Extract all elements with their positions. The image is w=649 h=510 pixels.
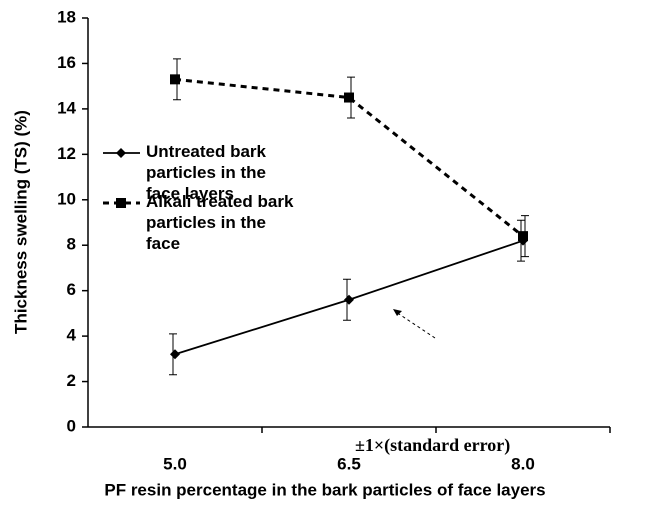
x-axis-label: PF resin percentage in the bark particle…	[104, 480, 545, 499]
marker	[344, 92, 354, 103]
y-tick-label: 0	[67, 416, 76, 435]
marker	[170, 349, 180, 360]
y-tick-label: 2	[67, 371, 76, 390]
y-tick-label: 4	[67, 326, 77, 345]
y-tick-label: 6	[67, 280, 76, 299]
marker	[116, 198, 126, 208]
marker	[344, 294, 354, 305]
y-tick-label: 8	[67, 235, 76, 254]
x-tick-label: 8.0	[511, 454, 535, 473]
marker	[116, 148, 126, 158]
marker	[170, 74, 180, 85]
marker	[518, 231, 528, 242]
y-axis-label: Thickness swelling (TS) (%)	[11, 110, 30, 334]
legend-label: Alkali treated bark particles in the fac…	[146, 192, 294, 253]
series-line	[174, 77, 524, 238]
y-tick-label: 18	[57, 7, 76, 26]
legend-entry: Alkali treated bark particles in the fac…	[146, 192, 294, 253]
annotation: ±1×(standard error)	[355, 435, 510, 456]
y-tick-label: 10	[57, 189, 76, 208]
x-tick-label: 5.0	[163, 454, 187, 473]
annotation-arrow	[395, 311, 436, 339]
legend-label: Untreated bark particles in the face lay…	[146, 142, 266, 203]
arrow-head	[393, 309, 402, 316]
legend-entry: Untreated bark particles in the face lay…	[146, 142, 266, 203]
y-tick-label: 14	[57, 98, 76, 117]
y-tick-label: 12	[57, 144, 76, 163]
y-tick-label: 16	[57, 53, 76, 72]
x-tick-label: 6.5	[337, 454, 361, 473]
